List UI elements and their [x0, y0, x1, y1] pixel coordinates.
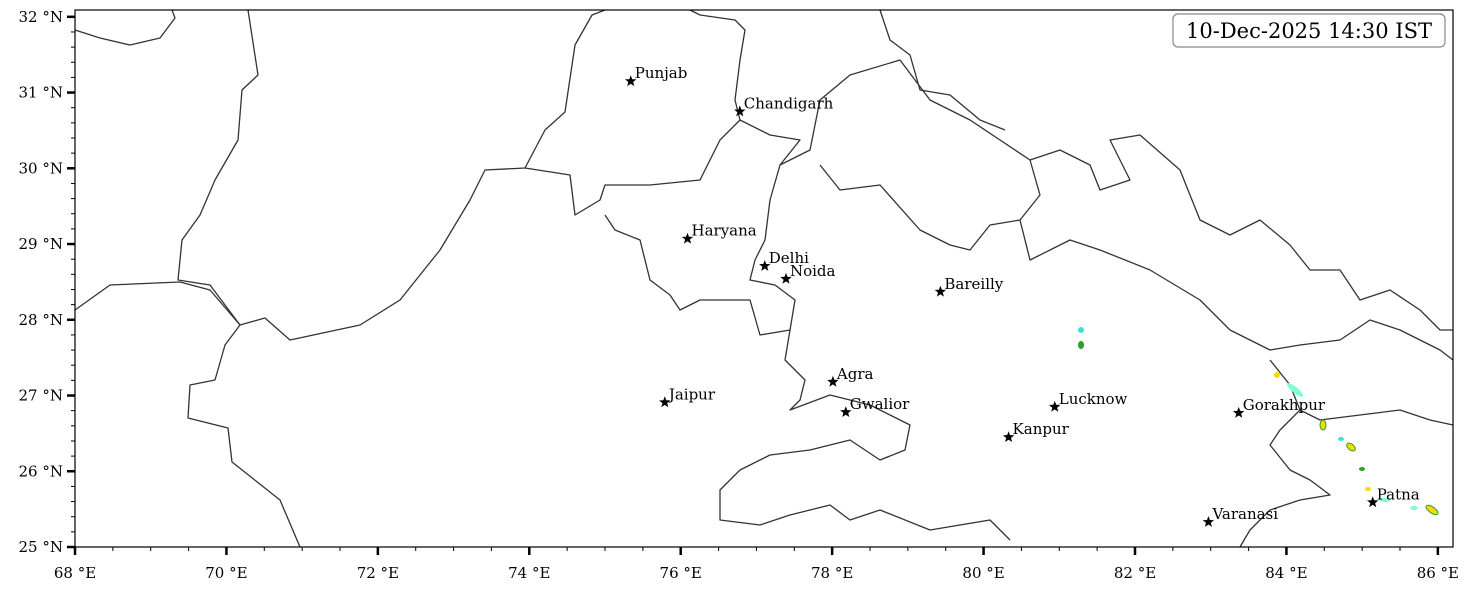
y-tick-label: 29 °N	[19, 235, 63, 253]
boundary-line	[1019, 219, 1454, 361]
boundary-line	[779, 59, 1041, 251]
city-label: Noida	[790, 262, 836, 280]
y-tick-label: 31 °N	[19, 84, 63, 102]
x-tick-label: 74 °E	[508, 564, 550, 582]
star-icon	[1367, 496, 1379, 508]
star-icon	[1233, 406, 1245, 418]
star-icon	[934, 285, 947, 297]
boundaries	[74, 9, 1454, 548]
boundary-line	[1029, 134, 1453, 331]
x-tick-label: 80 °E	[962, 564, 1004, 582]
city-kanpur: Kanpur	[1002, 420, 1070, 442]
boundary-line	[74, 9, 176, 46]
city-punjab: Punjab	[625, 64, 688, 87]
map-background	[75, 10, 1453, 547]
star-icon	[1049, 400, 1061, 412]
city-label: Gwalior	[850, 395, 910, 413]
boundary-line	[1239, 359, 1331, 548]
star-icon	[759, 260, 771, 271]
city-haryana: Haryana	[681, 222, 757, 244]
boundary-line	[524, 9, 746, 216]
y-tick-label: 26 °N	[19, 462, 63, 480]
y-tick-label: 32 °N	[19, 8, 63, 26]
city-label: Agra	[836, 365, 874, 383]
x-tick-label: 72 °E	[357, 564, 399, 582]
x-tick-label: 82 °E	[1114, 564, 1156, 582]
city-agra: Agra	[827, 365, 874, 387]
city-label: Haryana	[692, 222, 757, 240]
city-gwalior: Gwalior	[840, 395, 910, 417]
city-label: Jaipur	[667, 385, 716, 403]
boundary-line	[719, 329, 1011, 541]
city-noida: Noida	[780, 262, 836, 284]
city-label: Punjab	[635, 64, 688, 82]
x-tick-label: 76 °E	[660, 564, 702, 582]
city-label: Chandigarh	[744, 94, 834, 112]
city-lucknow: Lucknow	[1049, 390, 1128, 412]
city-label: Lucknow	[1059, 390, 1128, 408]
city-varanasi: Varanasi	[1202, 505, 1278, 527]
boundary-line	[239, 9, 606, 341]
city-label: Gorakhpur	[1243, 396, 1326, 414]
x-tick-label: 68 °E	[54, 564, 96, 582]
star-icon	[780, 272, 792, 284]
star-icon	[681, 232, 694, 244]
boundary-line	[879, 9, 1006, 131]
boundary-line	[1299, 409, 1454, 426]
x-tick-label: 84 °E	[1265, 564, 1307, 582]
city-delhi: Delhi	[759, 249, 809, 271]
city-label: Kanpur	[1013, 420, 1070, 438]
city-label: Patna	[1377, 485, 1420, 503]
y-tick-label: 25 °N	[19, 538, 63, 556]
x-tick-label: 86 °E	[1417, 564, 1459, 582]
x-tick-label: 70 °E	[205, 564, 247, 582]
precipitation	[1078, 327, 1439, 516]
boundary-line	[604, 119, 801, 336]
city-patna: Patna	[1367, 485, 1420, 508]
plot-frame	[74, 9, 1454, 548]
boundary-line	[74, 281, 301, 548]
city-jaipur: Jaipur	[659, 385, 716, 408]
city-gorakhpur: Gorakhpur	[1233, 396, 1326, 418]
axes: 68 °E 70 °E 72 °E 74 °E 76 °E 78 °E 80 °E 82 °E…	[19, 8, 1459, 582]
timestamp-label: 10-Dec-2025 14:30 IST	[1186, 19, 1432, 43]
city-label: Delhi	[769, 249, 809, 267]
city-bareilly: Bareilly	[934, 275, 1004, 297]
boundary-line	[177, 9, 259, 326]
x-tick-label: 78 °E	[811, 564, 853, 582]
y-tick-label: 30 °N	[19, 159, 63, 177]
timestamp-box: 10-Dec-2025 14:30 IST	[1172, 13, 1446, 48]
star-icon	[840, 406, 852, 417]
star-icon	[1002, 431, 1015, 442]
star-icon	[659, 396, 671, 408]
star-icon	[734, 105, 746, 117]
city-label: Varanasi	[1211, 505, 1278, 523]
city-label: Bareilly	[944, 275, 1003, 293]
y-tick-label: 28 °N	[19, 311, 63, 329]
star-icon	[1202, 516, 1215, 527]
city-chandigarh: Chandigarh	[734, 94, 834, 117]
star-icon	[827, 375, 839, 387]
y-tick-label: 27 °N	[19, 387, 63, 405]
star-icon	[625, 75, 637, 87]
